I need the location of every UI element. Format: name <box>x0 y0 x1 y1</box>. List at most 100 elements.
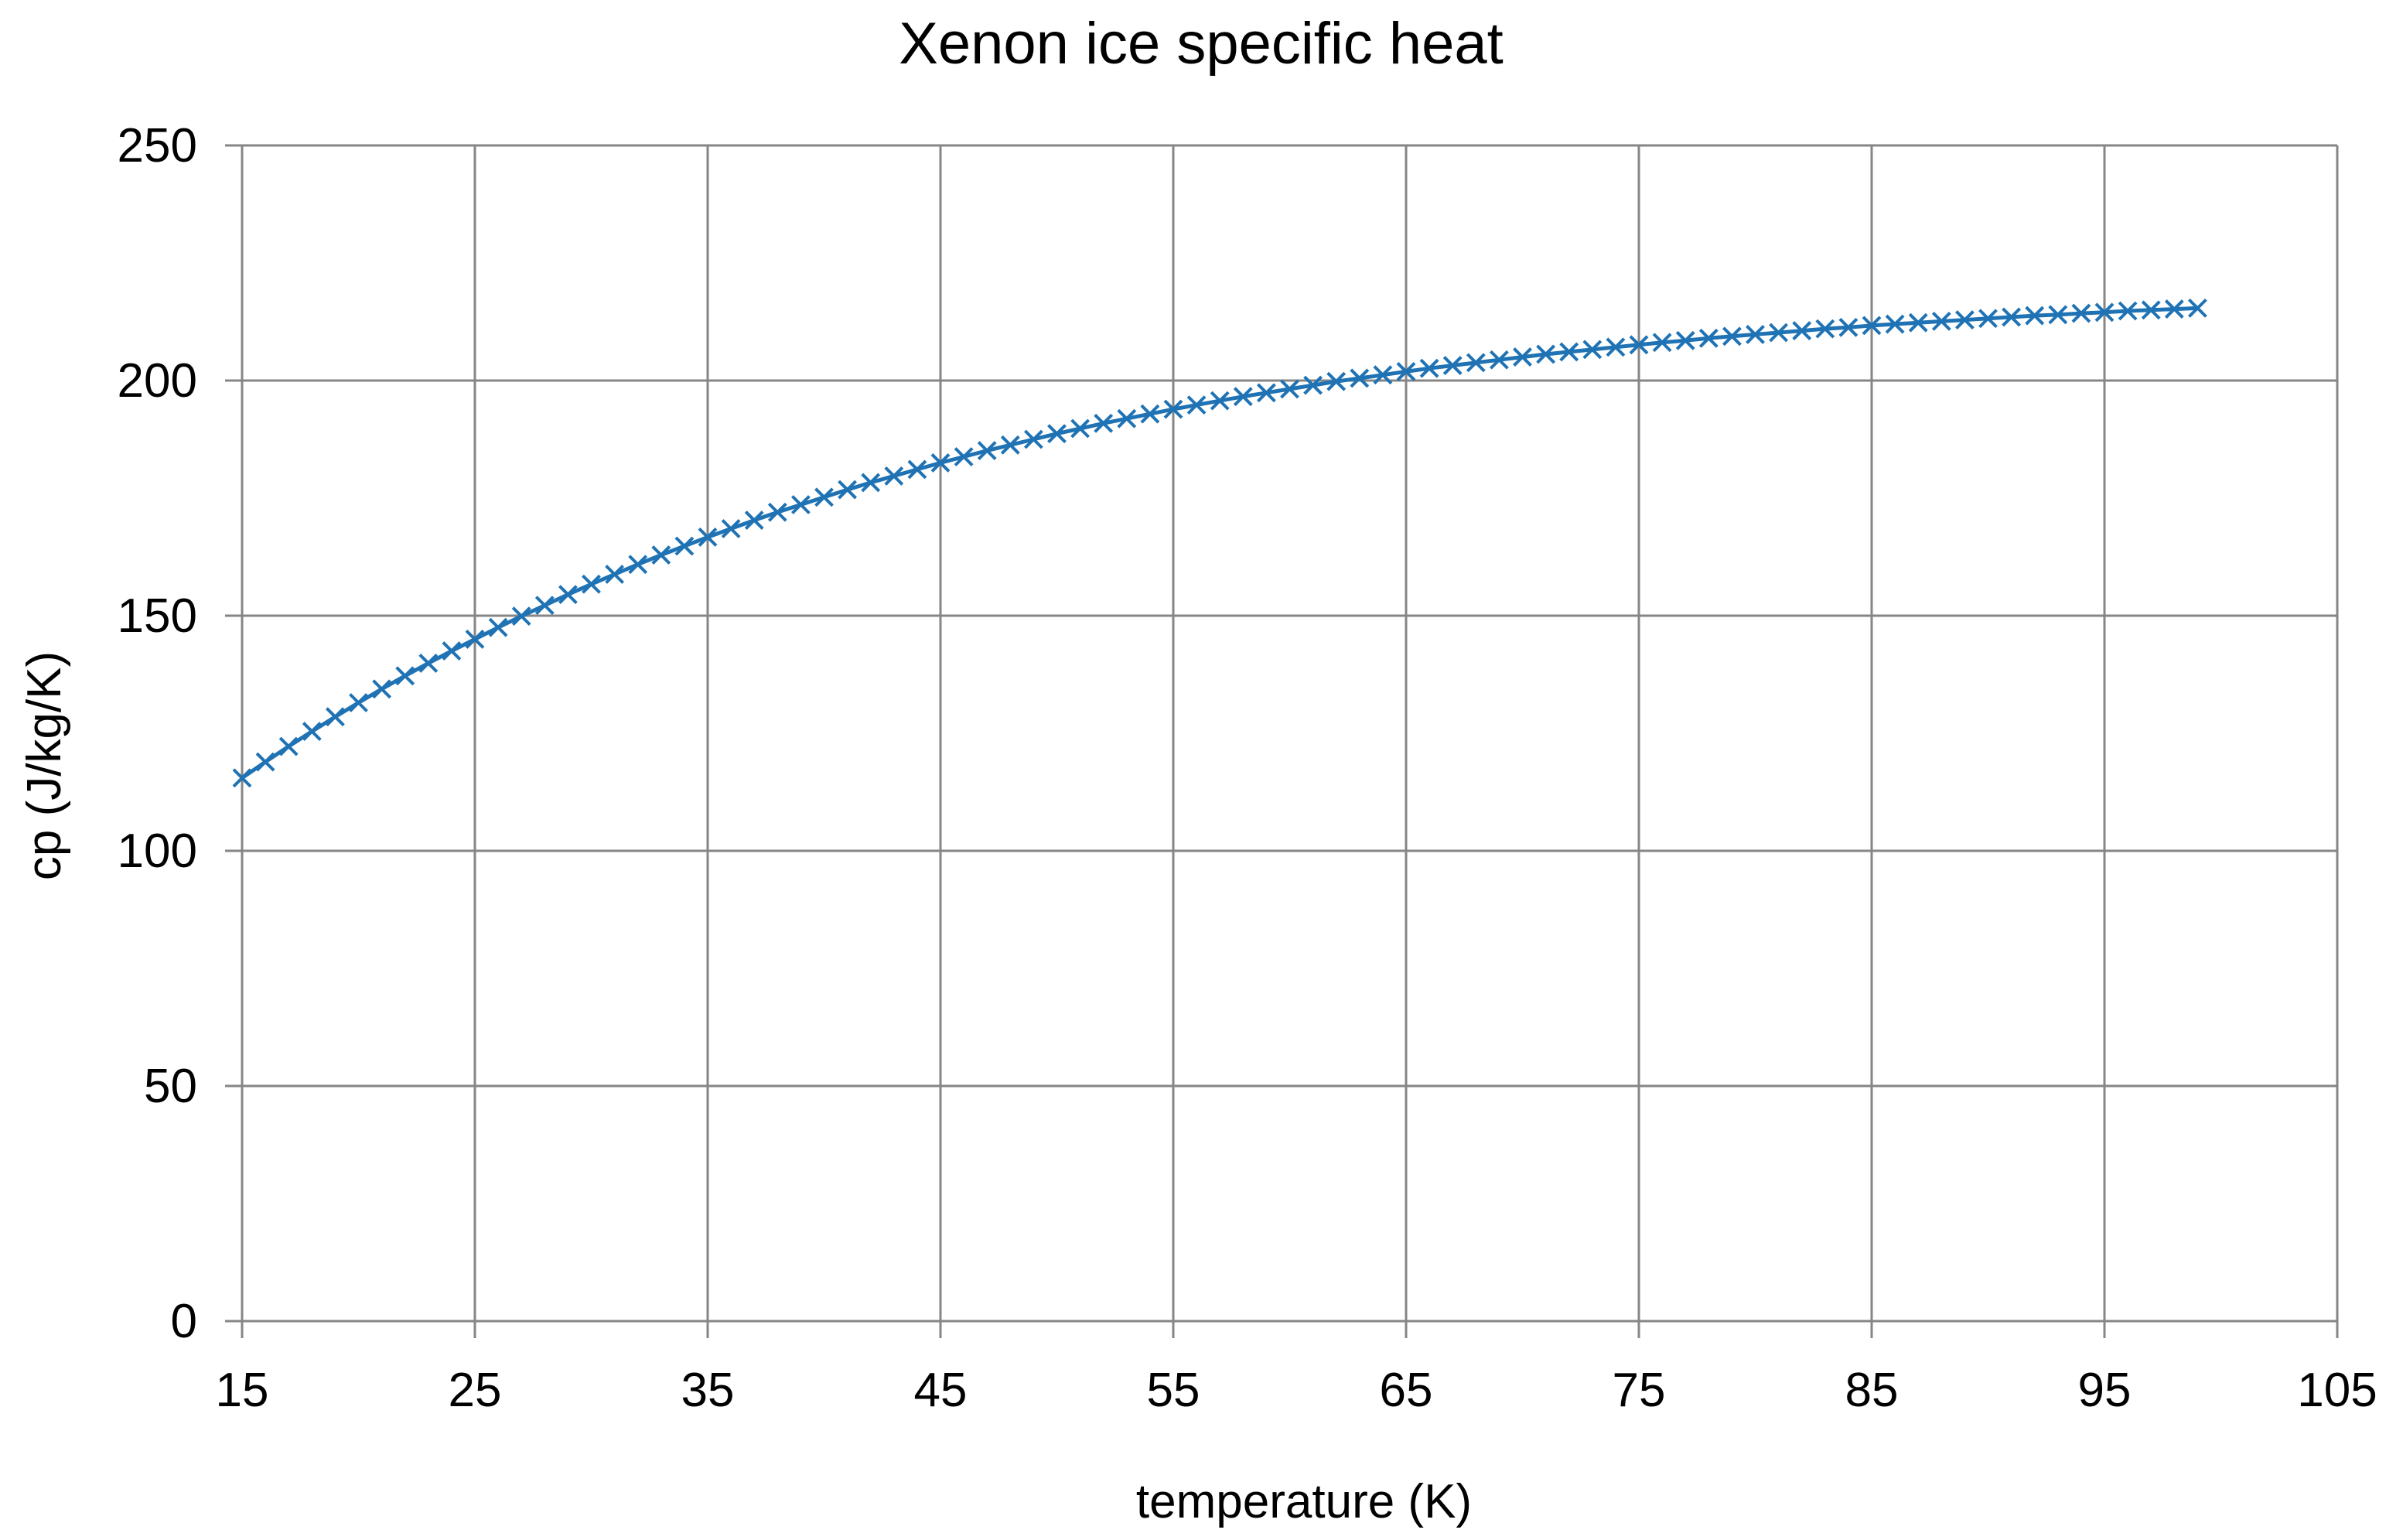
data-point <box>395 666 415 686</box>
data-point <box>325 707 345 727</box>
data-point <box>1326 371 1347 391</box>
data-point <box>278 736 299 756</box>
data-point <box>488 617 508 637</box>
data-point <box>302 722 322 741</box>
chart-title: Xenon ice specific heat <box>899 11 1504 77</box>
data-point <box>1396 362 1416 381</box>
grid-lines <box>242 144 2339 1321</box>
data-point <box>255 752 275 772</box>
data-point <box>1815 319 1835 339</box>
data-point <box>2071 303 2091 323</box>
data-point <box>1769 323 1789 343</box>
data-point <box>2048 305 2068 325</box>
data-point <box>1094 413 1114 433</box>
data-point <box>1652 333 1672 353</box>
data-point <box>372 679 392 699</box>
data-point <box>1698 328 1719 348</box>
data-point <box>651 545 671 565</box>
data-point <box>744 510 764 530</box>
data-point <box>2002 307 2022 327</box>
data-point <box>1419 358 1439 378</box>
data-point <box>2141 300 2161 320</box>
y-tick-label: 150 <box>118 589 197 643</box>
data-point <box>1746 325 1765 344</box>
tick-labels: 0 50 100 150 200 250 15 25 35 45 55 65 75 85 95 105 <box>118 119 2377 1417</box>
data-point <box>1513 347 1532 367</box>
data-point <box>1070 418 1091 439</box>
y-tick-label: 250 <box>118 119 197 172</box>
data-point <box>2164 299 2184 319</box>
data-point <box>814 487 834 507</box>
data-point <box>442 641 462 661</box>
data-point <box>1000 435 1020 455</box>
y-tick-label: 0 <box>171 1295 197 1348</box>
data-point <box>1606 337 1626 357</box>
data-point-markers <box>232 298 2207 788</box>
data-point <box>418 653 439 673</box>
data-point <box>674 536 695 556</box>
data-point <box>1536 344 1556 364</box>
data-point <box>954 447 974 466</box>
x-tick-label: 25 <box>449 1364 502 1417</box>
data-point <box>767 502 787 522</box>
data-point <box>511 606 531 627</box>
y-tick-label: 200 <box>118 354 197 408</box>
data-point <box>1489 350 1509 370</box>
x-tick-label: 75 <box>1613 1364 1666 1417</box>
x-tick-label: 105 <box>2297 1364 2377 1417</box>
data-point <box>1186 395 1207 415</box>
data-point <box>605 565 625 584</box>
series-line <box>241 306 2198 780</box>
y-tick-label: 100 <box>118 825 197 878</box>
data-point <box>1466 353 1486 373</box>
x-tick-label: 95 <box>2078 1364 2132 1417</box>
data-point <box>1629 335 1649 355</box>
data-point <box>2187 298 2207 318</box>
data-point <box>1582 340 1603 360</box>
data-point <box>349 693 368 712</box>
series-line-group <box>241 306 2198 780</box>
data-point <box>790 495 811 514</box>
x-axis-title: temperature (K) <box>1136 1475 1472 1528</box>
data-point <box>628 555 648 575</box>
x-tick-label: 45 <box>914 1364 968 1417</box>
x-tick-label: 15 <box>216 1364 269 1417</box>
data-point <box>1675 330 1695 350</box>
x-tick-label: 65 <box>1380 1364 1433 1417</box>
data-point <box>1722 326 1742 347</box>
data-point <box>2118 301 2138 321</box>
data-point <box>1210 391 1230 411</box>
data-point <box>1350 368 1370 388</box>
data-point <box>534 596 555 616</box>
data-point <box>721 519 741 538</box>
data-point <box>465 629 485 649</box>
data-point <box>1140 404 1160 424</box>
data-point <box>1023 429 1043 449</box>
data-point <box>2025 306 2045 326</box>
data-point <box>1792 321 1812 340</box>
x-tick-label: 85 <box>1845 1364 1899 1417</box>
data-point <box>558 585 578 605</box>
data-point <box>1047 424 1067 444</box>
data-point <box>930 452 951 473</box>
data-point <box>838 480 858 500</box>
data-point <box>1954 310 1975 330</box>
data-point <box>1908 312 1928 333</box>
data-point <box>1931 311 1951 331</box>
data-point <box>1163 399 1183 419</box>
data-point <box>2094 302 2115 323</box>
data-point <box>1256 383 1276 403</box>
data-point <box>907 459 927 480</box>
data-point <box>1978 309 1998 329</box>
data-point <box>232 768 252 788</box>
axes <box>225 144 2339 1338</box>
data-point <box>884 466 904 486</box>
data-point <box>698 528 718 547</box>
x-tick-label: 35 <box>681 1364 735 1417</box>
data-point <box>1373 365 1393 385</box>
data-point <box>1885 314 1905 334</box>
data-point <box>1559 342 1579 362</box>
data-point <box>582 574 601 594</box>
